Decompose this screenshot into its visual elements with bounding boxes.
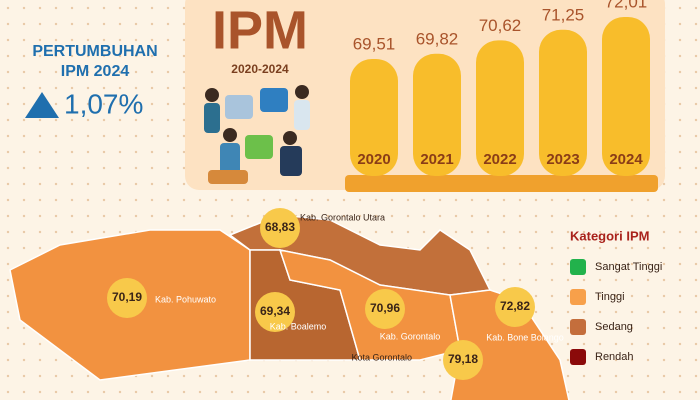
value-badge <box>443 340 483 380</box>
value-badge <box>255 292 295 332</box>
x-tick-label: 2022 <box>483 151 516 168</box>
legend-swatch <box>570 349 586 365</box>
region-value: 70,96 <box>370 301 400 315</box>
value-badge <box>260 208 300 248</box>
growth-value: 1,07% <box>64 88 143 119</box>
value-label: 69,51 <box>353 34 396 53</box>
x-tick-label: 2024 <box>609 151 643 168</box>
region-value: 69,34 <box>260 304 290 318</box>
value-badge <box>107 278 147 318</box>
region-name: Kab. Boalemo <box>270 321 327 331</box>
legend-label: Sedang <box>595 321 633 333</box>
value-badge <box>365 289 405 329</box>
chart-subtitle: 2020-2024 <box>231 62 289 76</box>
region-name: Kota Gorontalo <box>351 352 412 362</box>
value-badge <box>495 287 535 327</box>
up-arrow <box>25 92 59 118</box>
region-name: Kab. Gorontalo Utara <box>300 212 385 222</box>
region-value: 68,83 <box>265 220 295 234</box>
legend-swatch <box>570 289 586 305</box>
value-label: 71,25 <box>542 5 585 24</box>
x-tick-label: 2021 <box>420 151 453 168</box>
legend-label: Rendah <box>595 351 634 363</box>
value-label: 72,01 <box>605 0 648 11</box>
region-value: 79,18 <box>448 352 478 366</box>
bar <box>539 29 587 176</box>
bar <box>350 59 398 176</box>
region-value: 72,82 <box>500 299 530 313</box>
region-value: 70,19 <box>112 290 142 304</box>
chart-title: IPM <box>212 0 308 60</box>
region-name: Kab. Gorontalo <box>380 331 441 341</box>
value-label: 69,82 <box>416 29 459 48</box>
legend-label: Tinggi <box>595 291 625 303</box>
bar-base <box>345 175 658 192</box>
legend-swatch <box>570 259 586 275</box>
growth-label: PERTUMBUHAN <box>32 43 157 60</box>
x-tick-label: 2020 <box>357 151 390 168</box>
x-tick-label: 2023 <box>546 151 579 168</box>
region-name: Kab. Bone Bolango <box>486 332 564 342</box>
legend-title: Kategori IPM <box>570 228 649 243</box>
bar <box>476 40 524 176</box>
legend-swatch <box>570 319 586 335</box>
bar <box>602 17 650 176</box>
legend-label: Sangat Tinggi <box>595 261 662 273</box>
growth-label: IPM 2024 <box>61 63 130 80</box>
illustration <box>204 85 310 184</box>
value-label: 70,62 <box>479 16 522 35</box>
region-name: Kab. Pohuwato <box>155 294 216 304</box>
bar <box>413 53 461 176</box>
